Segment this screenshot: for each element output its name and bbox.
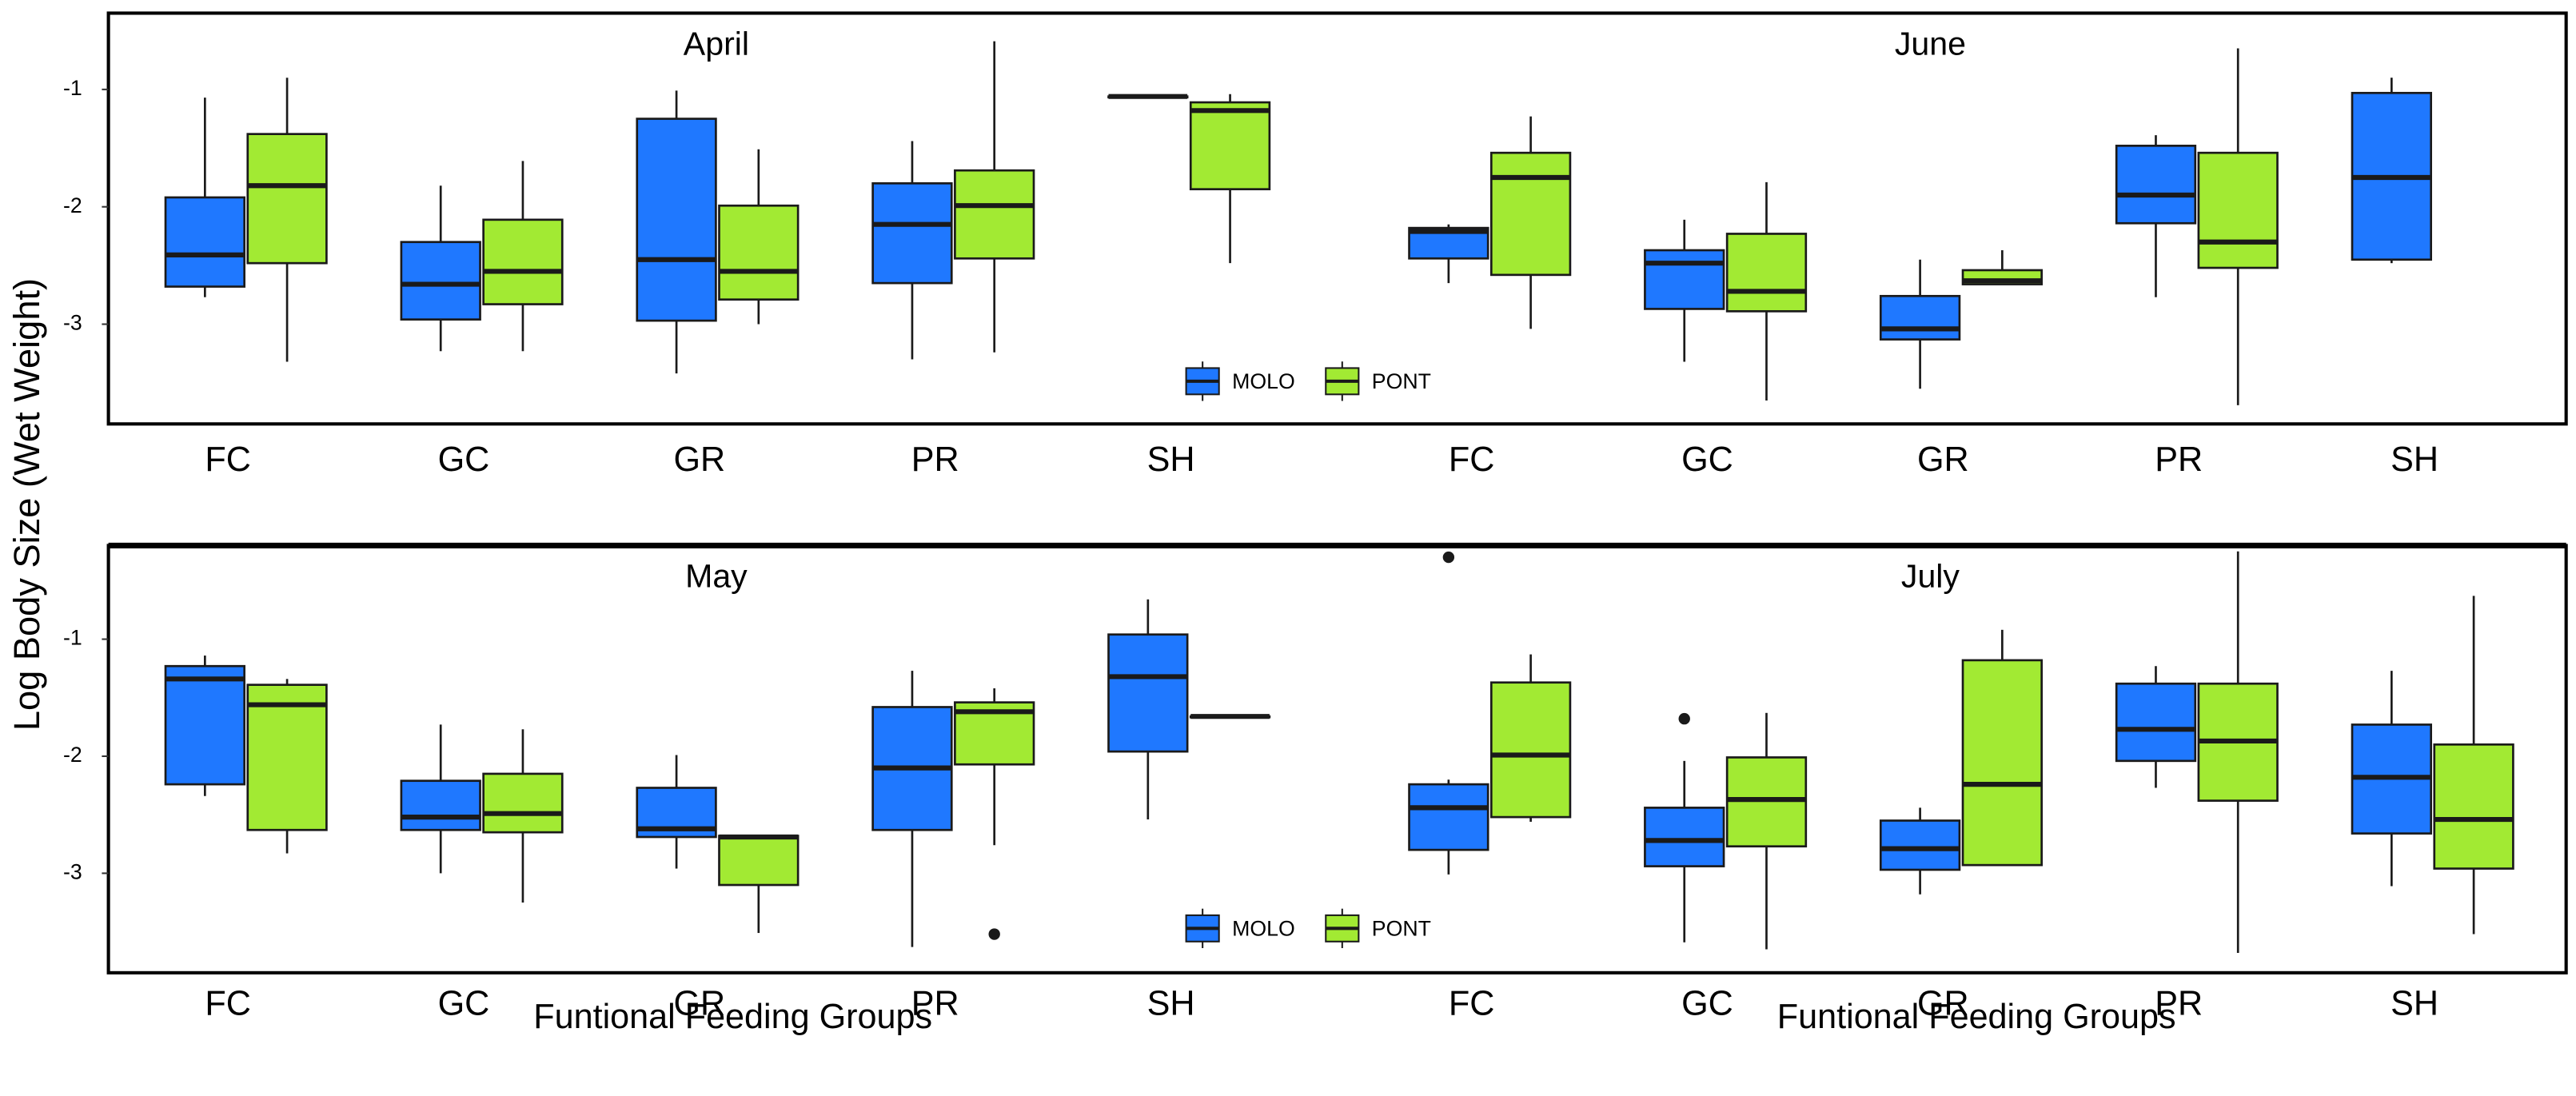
x-tick-label: GC <box>1681 984 1733 1022</box>
box <box>400 779 481 831</box>
bottom-frame <box>106 544 2568 974</box>
box <box>718 835 800 887</box>
x-tick-label: PR <box>2155 984 2203 1022</box>
panel-title: July <box>1901 557 1960 594</box>
box <box>164 196 245 288</box>
x-axis-label: Funtional Feeding Groups <box>1777 998 2176 1036</box>
box <box>164 664 245 786</box>
box <box>482 218 564 305</box>
box <box>400 241 481 321</box>
box <box>1107 633 1189 753</box>
legend-label: PONT <box>1372 369 1431 393</box>
box <box>2115 145 2197 225</box>
outlier <box>1678 712 1690 725</box>
box <box>1489 681 1572 819</box>
x-tick-label: GR <box>1917 984 1969 1022</box>
x-tick-label: PR <box>911 440 959 479</box>
y-tick-label: -2 <box>63 193 82 217</box>
x-tick-label: GR <box>1917 440 1969 479</box>
x-tick-label: PR <box>2155 440 2203 479</box>
box <box>482 772 564 834</box>
x-tick-label: FC <box>205 440 251 479</box>
box <box>1489 151 1572 277</box>
top-frame <box>106 11 2568 426</box>
x-tick-label: PR <box>911 984 959 1022</box>
panel-title: April <box>684 25 749 62</box>
box <box>2115 682 2197 763</box>
x-tick-label: FC <box>1449 440 1495 479</box>
legend-label: PONT <box>1372 916 1431 940</box>
y-tick-label: -3 <box>63 859 82 883</box>
box <box>636 118 717 322</box>
box <box>1879 819 1961 871</box>
x-tick-label: FC <box>1449 984 1495 1022</box>
x-tick-label: GC <box>1681 440 1733 479</box>
x-tick-label: GC <box>438 440 490 479</box>
outlier <box>1442 551 1455 564</box>
x-tick-label: GR <box>673 440 725 479</box>
x-tick-label: GR <box>673 984 725 1022</box>
y-tick-label: -1 <box>63 76 82 100</box>
box <box>954 169 1035 260</box>
x-axis-label: Funtional Feeding Groups <box>533 998 932 1036</box>
box <box>1961 659 2043 867</box>
panel-title: June <box>1895 25 1966 62</box>
legend-label: MOLO <box>1232 369 1295 393</box>
box <box>1408 783 1489 851</box>
y-tick-label: -1 <box>63 626 82 650</box>
box <box>246 133 328 265</box>
box <box>718 204 800 301</box>
x-tick-label: GC <box>438 984 490 1022</box>
box <box>246 684 328 831</box>
legend-label: MOLO <box>1232 916 1295 940</box>
box <box>1189 101 1271 191</box>
y-tick-label: -2 <box>63 743 82 767</box>
x-tick-label: SH <box>2391 440 2438 479</box>
x-tick-label: SH <box>1147 440 1195 479</box>
x-tick-label: SH <box>1147 984 1195 1022</box>
box <box>2197 151 2279 269</box>
y-tick-label: -3 <box>63 311 82 335</box>
outlier <box>988 928 1000 940</box>
x-tick-label: FC <box>205 984 251 1022</box>
box <box>1879 294 1961 341</box>
box <box>1644 807 1725 867</box>
box <box>871 181 953 285</box>
y-axis-label: Log Body Size (Wet Weight) <box>6 278 47 731</box>
box <box>2433 743 2514 870</box>
x-tick-label: SH <box>2391 984 2438 1022</box>
box <box>1644 249 1725 310</box>
panel-title: May <box>685 557 748 594</box>
box <box>1725 233 1808 313</box>
